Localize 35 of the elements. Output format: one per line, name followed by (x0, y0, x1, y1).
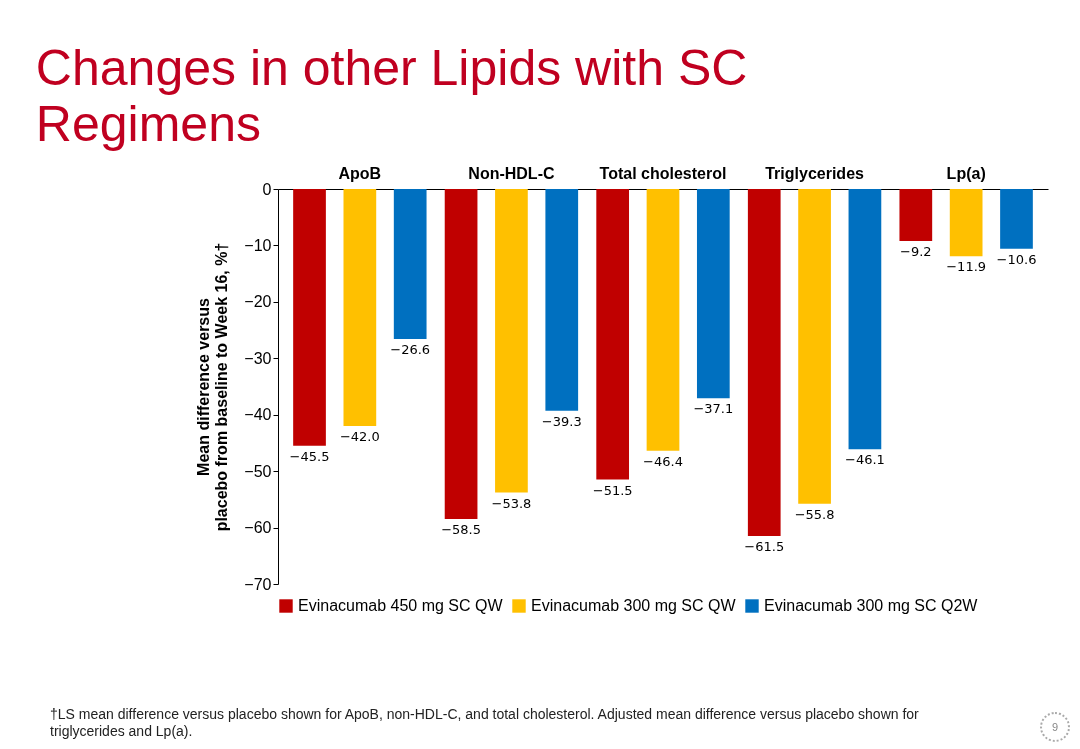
y-tick-label: −40 (244, 406, 272, 424)
data-label: −58.5 (441, 522, 482, 538)
data-label: −61.5 (744, 539, 785, 555)
x-tick-label: ApoB (338, 164, 382, 182)
data-label: −37.1 (693, 401, 734, 417)
x-tick-label: Total cholesterol (599, 164, 727, 182)
y-tick-label: −60 (244, 519, 272, 537)
data-label: −9.2 (900, 243, 932, 259)
y-tick-label: −30 (244, 349, 272, 367)
data-label: −46.1 (844, 452, 885, 468)
data-label: −53.8 (491, 495, 532, 511)
data-label: −55.8 (794, 506, 835, 522)
x-tick-label: Triglycerides (765, 164, 865, 182)
chart-title: Changes in other Lipids with SC Regimens (35, 40, 748, 152)
x-tick-label: Non-HDL-C (468, 164, 555, 182)
y-tick-label: −10 (244, 236, 272, 254)
data-label: −10.6 (996, 251, 1037, 267)
y-tick-label: −20 (244, 293, 272, 311)
text: †LS mean difference versus placebo shown for ApoB, non-HDL-C, and total cholesterol. Adjusted mean difference versus placebo shown for triglycerides and Lp(a). (50, 706, 920, 740)
x-tick-label: Lp(a) (946, 164, 986, 182)
data-label: −45.5 (289, 448, 330, 464)
y-tick-label: −50 (244, 462, 272, 480)
data-label: −46.4 (643, 453, 683, 469)
y-tick-label: −70 (244, 575, 272, 593)
legend-label: Evinacumab 300 mg SC QW (531, 597, 737, 614)
data-label: −51.5 (592, 482, 633, 498)
data-label: −26.6 (390, 342, 431, 358)
y-tick-label: 0 (262, 180, 272, 198)
data-label: −42.0 (339, 429, 380, 444)
legend-label: Evinacumab 450 mg SC QW (298, 597, 504, 614)
y-axis-title: Mean difference versus placebo from baseline to Week 16, %† (195, 242, 231, 532)
legend-label: Evinacumab 300 mg SC Q2W (764, 597, 979, 614)
text: 9 (1040, 712, 1070, 742)
data-label: −11.9 (946, 259, 987, 275)
data-label: −39.3 (541, 413, 582, 429)
